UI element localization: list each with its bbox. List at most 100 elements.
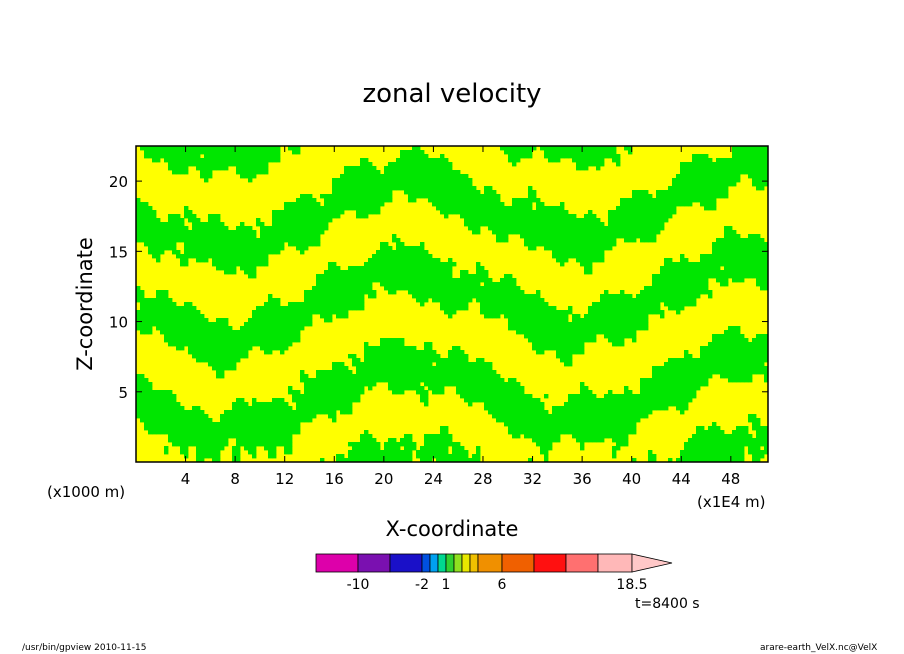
negative-velocity-cell bbox=[248, 238, 253, 243]
negative-velocity-cell bbox=[400, 258, 405, 263]
negative-velocity-cell bbox=[688, 170, 693, 175]
negative-velocity-cell bbox=[228, 258, 233, 263]
negative-velocity-cell bbox=[560, 334, 565, 339]
negative-velocity-cell bbox=[604, 406, 609, 411]
negative-velocity-cell bbox=[756, 178, 761, 183]
negative-velocity-cell bbox=[384, 174, 389, 179]
negative-velocity-cell bbox=[540, 314, 545, 319]
negative-velocity-cell bbox=[468, 390, 473, 395]
negative-velocity-cell bbox=[380, 202, 385, 207]
negative-velocity-cell bbox=[360, 270, 365, 275]
negative-velocity-cell bbox=[360, 374, 365, 379]
negative-velocity-cell bbox=[580, 390, 585, 395]
negative-velocity-cell bbox=[328, 278, 333, 283]
negative-velocity-cell bbox=[596, 234, 601, 239]
negative-velocity-cell bbox=[548, 238, 553, 243]
negative-velocity-cell bbox=[720, 190, 725, 195]
negative-velocity-cell bbox=[324, 286, 329, 291]
negative-velocity-cell bbox=[672, 382, 677, 387]
negative-velocity-cell bbox=[284, 314, 289, 319]
negative-velocity-cell bbox=[464, 370, 469, 375]
negative-velocity-cell bbox=[432, 370, 437, 375]
negative-velocity-cell bbox=[232, 162, 237, 167]
negative-velocity-cell bbox=[376, 378, 381, 383]
negative-velocity-cell bbox=[164, 230, 169, 235]
negative-velocity-cell bbox=[524, 242, 529, 247]
negative-velocity-cell bbox=[308, 314, 313, 319]
negative-velocity-cell bbox=[396, 338, 401, 343]
negative-velocity-cell bbox=[456, 362, 461, 367]
negative-velocity-cell bbox=[688, 370, 693, 375]
negative-velocity-cell bbox=[504, 302, 509, 307]
negative-velocity-cell bbox=[380, 182, 385, 187]
negative-velocity-cell bbox=[432, 178, 437, 183]
negative-velocity-cell bbox=[256, 158, 261, 163]
negative-velocity-cell bbox=[648, 382, 653, 387]
negative-velocity-cell bbox=[700, 374, 705, 379]
negative-velocity-cell bbox=[164, 242, 169, 247]
negative-velocity-cell bbox=[372, 194, 377, 199]
negative-velocity-cell bbox=[704, 194, 709, 199]
negative-velocity-cell bbox=[720, 274, 725, 279]
negative-velocity-cell bbox=[252, 334, 257, 339]
negative-velocity-cell bbox=[560, 246, 565, 251]
negative-velocity-cell bbox=[324, 382, 329, 387]
negative-velocity-cell bbox=[240, 238, 245, 243]
negative-velocity-cell bbox=[296, 390, 301, 395]
negative-velocity-cell bbox=[440, 170, 445, 175]
negative-velocity-cell bbox=[252, 406, 257, 411]
negative-velocity-cell bbox=[356, 210, 361, 215]
negative-velocity-cell bbox=[148, 246, 153, 251]
negative-velocity-cell bbox=[272, 310, 277, 315]
negative-velocity-cell bbox=[448, 174, 453, 179]
negative-velocity-cell bbox=[392, 390, 397, 395]
negative-velocity-cell bbox=[232, 350, 237, 355]
negative-velocity-cell bbox=[596, 402, 601, 407]
negative-velocity-cell bbox=[568, 226, 573, 231]
negative-velocity-cell bbox=[680, 286, 685, 291]
negative-velocity-cell bbox=[492, 290, 497, 295]
negative-velocity-cell bbox=[548, 334, 553, 339]
negative-velocity-cell bbox=[612, 158, 617, 163]
negative-velocity-cell bbox=[652, 390, 657, 395]
negative-velocity-cell bbox=[728, 330, 733, 335]
negative-velocity-cell bbox=[308, 218, 313, 223]
negative-velocity-cell bbox=[424, 282, 429, 287]
negative-velocity-cell bbox=[340, 198, 345, 203]
negative-velocity-cell bbox=[160, 234, 165, 239]
negative-velocity-cell bbox=[332, 386, 337, 391]
negative-velocity-cell bbox=[396, 378, 401, 383]
negative-velocity-cell bbox=[292, 226, 297, 231]
negative-velocity-cell bbox=[648, 290, 653, 295]
negative-velocity-cell bbox=[692, 166, 697, 171]
negative-velocity-cell bbox=[380, 242, 385, 247]
negative-velocity-cell bbox=[764, 170, 768, 175]
negative-velocity-cell bbox=[680, 358, 685, 363]
negative-velocity-cell bbox=[736, 174, 741, 179]
negative-velocity-cell bbox=[168, 310, 173, 315]
negative-velocity-cell bbox=[556, 246, 561, 251]
negative-velocity-cell bbox=[344, 386, 349, 391]
negative-velocity-cell bbox=[404, 374, 409, 379]
negative-velocity-cell bbox=[332, 394, 337, 399]
negative-velocity-cell bbox=[468, 370, 473, 375]
negative-velocity-cell bbox=[380, 174, 385, 179]
negative-velocity-cell bbox=[588, 398, 593, 403]
negative-velocity-cell bbox=[672, 390, 677, 395]
negative-velocity-cell bbox=[264, 330, 269, 335]
negative-velocity-cell bbox=[432, 386, 437, 391]
negative-velocity-cell bbox=[240, 334, 245, 339]
negative-velocity-cell bbox=[300, 314, 305, 319]
negative-velocity-cell bbox=[384, 278, 389, 283]
negative-velocity-cell bbox=[168, 150, 173, 155]
negative-velocity-cell bbox=[404, 274, 409, 279]
negative-velocity-cell bbox=[764, 182, 768, 187]
negative-velocity-cell bbox=[388, 290, 393, 295]
negative-velocity-cell bbox=[156, 294, 161, 299]
negative-velocity-cell bbox=[284, 318, 289, 323]
negative-velocity-cell bbox=[764, 250, 768, 255]
negative-velocity-cell bbox=[200, 330, 205, 335]
negative-velocity-cell bbox=[192, 310, 197, 315]
negative-velocity-cell bbox=[592, 310, 597, 315]
negative-velocity-cell bbox=[228, 354, 233, 359]
